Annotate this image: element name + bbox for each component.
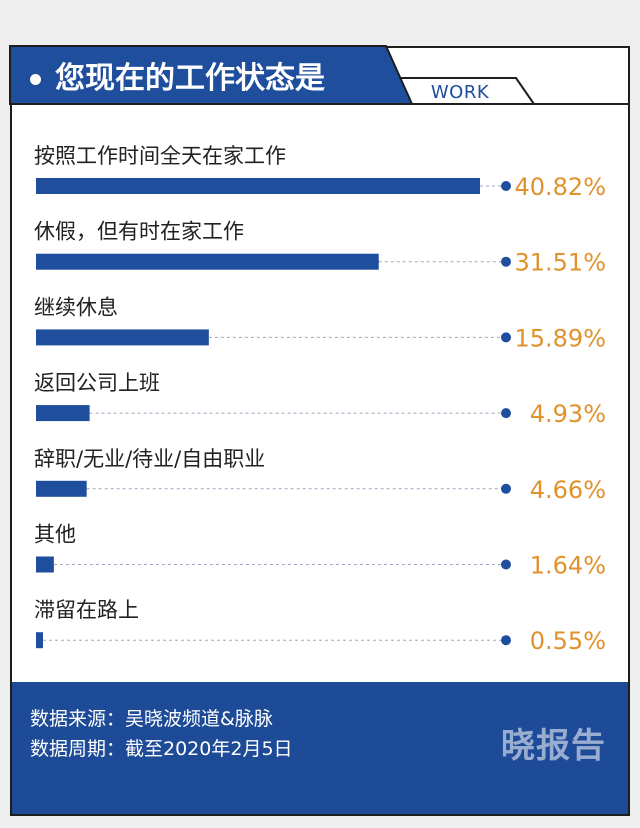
bar-end-dot [501,559,511,570]
value-label: 4.66% [530,476,606,504]
bar-end-dot [501,408,511,419]
work-tag: WORK [430,82,490,103]
bar [36,329,209,346]
title-bullet-icon [30,73,41,85]
value-label: 40.82% [514,173,606,201]
category-label: 其他 [34,523,76,547]
bar [36,253,379,270]
bar-end-dot [501,332,511,343]
bar-end-dot [501,483,511,494]
bar [36,632,43,649]
data-source: 数据来源：吴晓波频道&脉脉 [30,708,273,730]
value-label: 31.51% [514,249,606,277]
category-label: 返回公司上班 [34,371,160,395]
data-period: 数据周期：截至2020年2月5日 [30,738,293,760]
category-label: 辞职/无业/待业/自由职业 [34,447,265,471]
bar [36,178,480,194]
value-label: 4.93% [530,400,606,428]
category-label: 继续休息 [34,295,118,319]
page-title: 您现在的工作状态是 [30,54,325,104]
footer: 数据来源：吴晓波频道&脉脉 数据周期：截至2020年2月5日 晓报告 [10,682,630,816]
bar [36,480,87,497]
bar-end-dot [501,256,511,267]
bar-end-dot [501,181,511,191]
bar-chart: 按照工作时间全天在家工作 40.82% 休假，但有时在家工作 31.51% 继续休息 15… [34,144,606,655]
value-label: 15.89% [514,324,606,352]
header-banner [9,45,630,105]
bar [36,556,54,573]
category-label: 休假，但有时在家工作 [34,220,244,244]
value-label: 1.64% [530,552,606,580]
value-label: 0.55% [530,627,606,655]
bar-end-dot [501,635,511,646]
category-label: 滞留在路上 [34,598,139,622]
page-title-text: 您现在的工作状态是 [55,61,325,96]
brand-logo: 晓报告 [501,726,606,766]
bar [36,405,90,422]
category-label: 按照工作时间全天在家工作 [34,144,286,168]
